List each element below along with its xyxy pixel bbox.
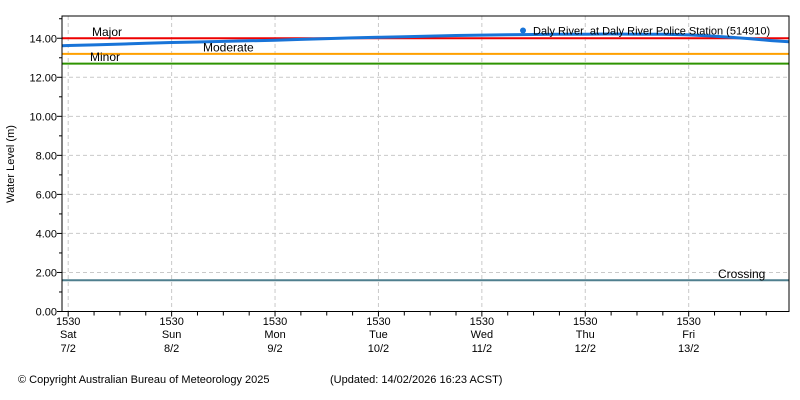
series-line [61,32,790,48]
x-tick-date-label: 9/2 [267,343,282,355]
y-tick-label: 2.00 [36,267,57,279]
flood-label-minor: Minor [90,50,120,64]
flood-label-crossing: Crossing [718,267,765,281]
x-tick-date-label: 8/2 [164,343,179,355]
y-axis-title: Water Level (m) [5,125,17,203]
x-tick-date-label: 13/2 [678,343,699,355]
x-tick-day-label: Mon [264,329,285,341]
x-tick-day-label: Tue [369,329,388,341]
x-tick-time-label: 1530 [573,316,597,328]
y-tick-label: 12.00 [29,72,57,84]
x-tick-day-label: Sat [60,329,77,341]
plot-border [61,15,790,312]
x-tick-time-label: 1530 [676,316,700,328]
y-tick-label: 14.00 [29,33,57,45]
y-tick-label: 4.00 [36,228,57,240]
x-tick-day-label: Thu [576,329,595,341]
x-tick-time-label: 1530 [470,316,494,328]
flood-label-moderate: Moderate [203,40,254,54]
copyright-text: © Copyright Australian Bureau of Meteoro… [18,374,270,386]
x-tick-time-label: 1530 [366,316,390,328]
x-tick-day-label: Sun [162,329,182,341]
x-tick-day-label: Fri [682,329,695,341]
legend-dot-icon [520,27,526,34]
x-tick-time-label: 1530 [263,316,287,328]
x-tick-day-label: Wed [471,329,493,341]
updated-timestamp: (Updated: 14/02/2026 16:23 ACST) [330,374,503,386]
flood-label-major: Major [92,25,122,39]
y-tick-label: 6.00 [36,189,57,201]
x-tick-date-label: 10/2 [368,343,389,355]
y-tick-label: 10.00 [29,111,57,123]
x-tick-date-label: 11/2 [472,343,493,355]
legend-label: Daly River at Daly River Police Station … [533,26,770,38]
x-tick-date-label: 12/2 [575,343,596,355]
x-tick-time-label: 1530 [56,316,80,328]
y-tick-label: 0.00 [36,307,57,319]
x-tick-time-label: 1530 [159,316,183,328]
x-tick-date-label: 7/2 [61,343,76,355]
y-tick-label: 8.00 [36,150,57,162]
